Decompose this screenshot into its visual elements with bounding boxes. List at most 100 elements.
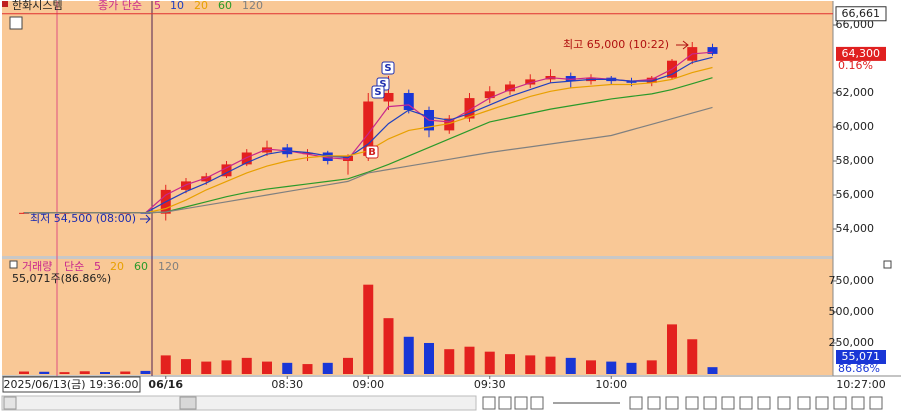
legend-entry: 5 (154, 0, 161, 12)
signal-marker (365, 145, 379, 159)
volume-bar (39, 371, 50, 374)
tool-button[interactable] (482, 396, 496, 410)
x-tick-label: 09:30 (474, 378, 506, 391)
tool-button[interactable] (739, 396, 753, 410)
volume-bar (646, 360, 657, 374)
reference-box (835, 6, 887, 22)
volume-bar (565, 357, 576, 374)
volume-bar (343, 357, 353, 374)
tool-button[interactable] (833, 396, 847, 410)
high-arrow (676, 40, 689, 50)
y-tick-label: 62,000 (836, 86, 875, 99)
tool-button[interactable] (851, 396, 865, 410)
signal-label: S (374, 87, 381, 98)
volume-bar (120, 371, 131, 374)
tool-button[interactable] (797, 396, 811, 410)
legend-entry: 60 (134, 260, 148, 273)
tool-button[interactable] (530, 396, 544, 410)
candle-body (484, 91, 495, 99)
volume-bar (140, 370, 151, 374)
signal-marker (371, 85, 385, 99)
tool-button[interactable] (514, 396, 528, 410)
tool-button[interactable] (721, 396, 735, 410)
candle-body (565, 75, 576, 82)
volume-bar (241, 357, 252, 374)
volume-bar (79, 371, 90, 374)
y-tick-label: 750,000 (829, 274, 875, 287)
volume-bar (403, 336, 414, 374)
legend-entry: 120 (242, 0, 263, 12)
signal-label: S (384, 63, 391, 74)
tool-button[interactable] (629, 396, 643, 410)
tool-button[interactable] (498, 396, 512, 410)
y-tick-label: 58,000 (836, 154, 875, 167)
candle-body (505, 84, 515, 92)
y-tick-label: 500,000 (829, 305, 875, 318)
crosshair-box (2, 376, 141, 393)
volume-bar (383, 318, 394, 374)
candle-body (626, 81, 637, 83)
volume-title: 거래량 (22, 260, 52, 273)
volume-panel (2, 259, 833, 375)
tool-button[interactable] (703, 396, 717, 410)
tool-button[interactable] (815, 396, 829, 410)
candle-body (241, 152, 252, 165)
candle-body (322, 152, 333, 161)
candle-body (302, 152, 313, 155)
panel-icon[interactable] (9, 16, 23, 30)
panel-icon[interactable] (883, 260, 892, 269)
candle-body (201, 176, 212, 182)
time-label: 10:27:00 (836, 378, 885, 391)
volume-bar (201, 361, 212, 374)
scrollbar[interactable] (1, 395, 477, 411)
scroll-left[interactable] (3, 396, 17, 410)
current-volume-box (836, 350, 886, 364)
volume-bar (282, 362, 293, 374)
volume-ratio: 86.86% (838, 362, 880, 375)
tool-button[interactable] (647, 396, 661, 410)
panel-icon[interactable] (9, 260, 18, 269)
tool-button[interactable] (777, 396, 791, 410)
low-note: 최저 54,500 (08:00) (30, 212, 136, 225)
chart-title: 한화시스템 (12, 0, 63, 12)
candle-body (383, 92, 394, 102)
panel-divider (2, 256, 833, 259)
signal-marker (381, 61, 395, 75)
current-price-box (836, 46, 886, 61)
y-tick-label: 250,000 (829, 336, 875, 349)
current-price-label: 64,300 (842, 47, 881, 60)
scroll-thumb[interactable] (179, 396, 197, 410)
tool-button[interactable] (665, 396, 679, 410)
tool-button[interactable] (869, 396, 883, 410)
change-label: 0.16% (838, 59, 873, 72)
ma-line (24, 106, 713, 214)
volume-bar (525, 355, 536, 374)
x-tick-label: 08:30 (271, 378, 303, 391)
tool-button[interactable] (685, 396, 699, 410)
volume-bar (505, 354, 515, 374)
candle-body (646, 77, 657, 83)
legend-entry: 5 (94, 260, 101, 273)
candle-body (444, 118, 455, 131)
volume-bar (707, 367, 718, 374)
legend-entry: 10 (170, 0, 184, 12)
candle-body (707, 47, 718, 54)
legend-entry: 120 (158, 260, 179, 273)
volume-bar (363, 284, 374, 374)
legend-entry: 20 (194, 0, 208, 12)
x-tick-label: 06/16 (148, 378, 183, 391)
crosshair-label: 2025/06/13(금) 19:36:00 (3, 378, 138, 391)
candle-body (525, 79, 536, 85)
signal-label: B (368, 147, 376, 158)
volume-bar (322, 362, 333, 374)
volume-summary: 55,071주(86.86%) (12, 272, 111, 285)
volume-bar (687, 339, 698, 374)
y-tick-label: 56,000 (836, 188, 875, 201)
volume-bar (424, 342, 434, 374)
tool-button[interactable] (757, 396, 771, 410)
volume-bar (484, 351, 495, 374)
volume-bar (545, 356, 556, 374)
candle-body (403, 92, 414, 110)
volume-bar (160, 355, 171, 374)
